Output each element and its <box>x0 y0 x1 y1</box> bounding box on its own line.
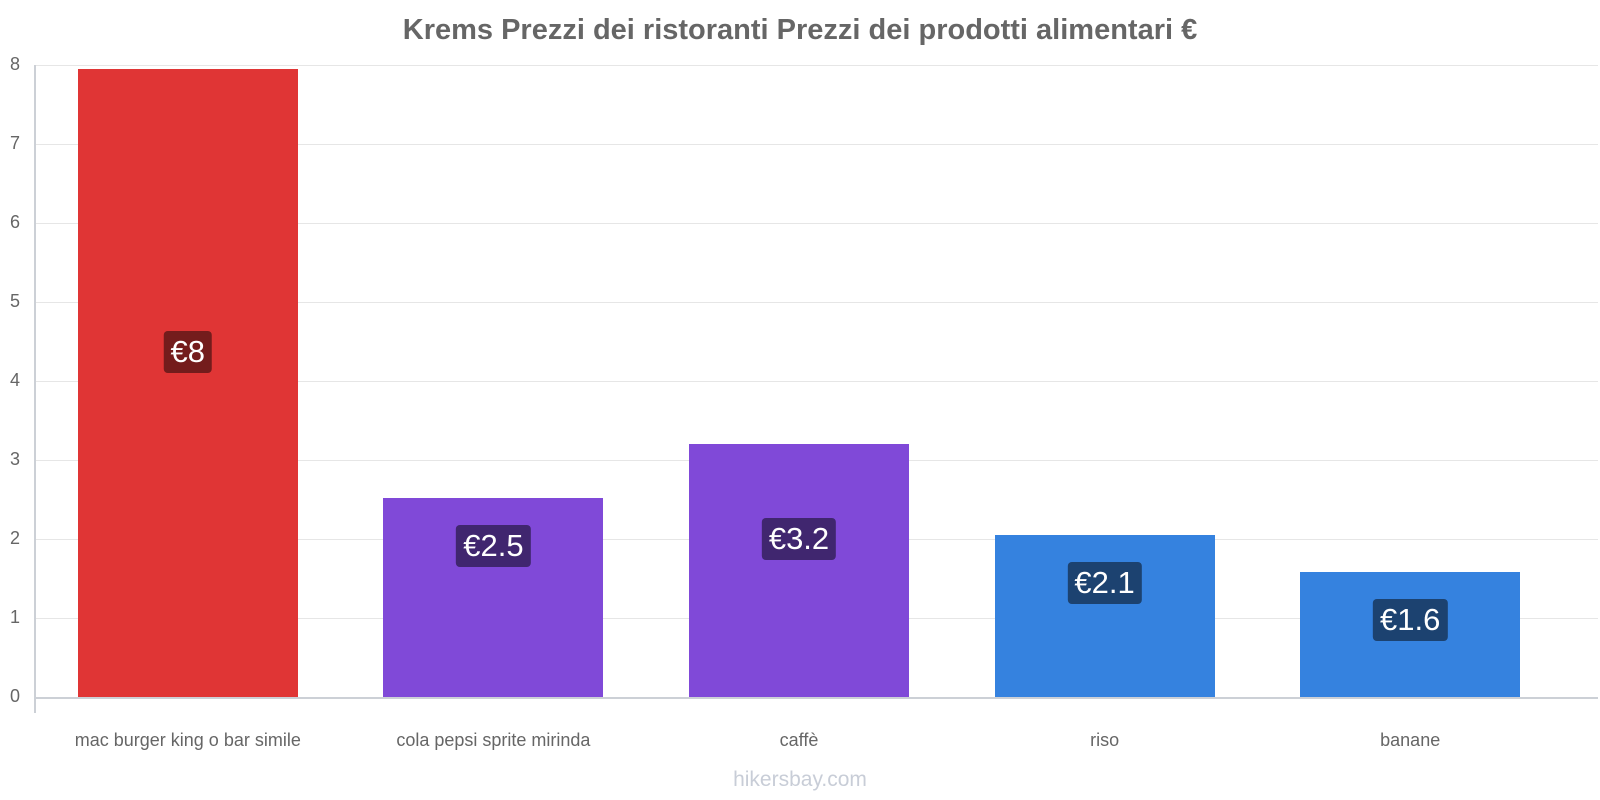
x-tick-label: mac burger king o bar simile <box>74 730 301 750</box>
y-tick-label: 4 <box>9 370 20 390</box>
value-label: €2.1 <box>1067 562 1142 605</box>
value-label: €1.6 <box>1373 599 1448 642</box>
bar[interactable] <box>994 535 1215 697</box>
y-tick-label: 2 <box>9 528 20 548</box>
x-tick-label: riso <box>1090 730 1120 750</box>
x-tick-label: banane <box>1380 730 1441 750</box>
y-tick-label: 0 <box>9 686 20 706</box>
gridline <box>35 302 1598 303</box>
y-tick-label: 8 <box>9 54 20 74</box>
y-tick-label: 6 <box>9 212 20 232</box>
y-tick-label: 7 <box>9 133 20 153</box>
credit-text: hikersbay.com <box>733 768 867 791</box>
y-tick-label: 5 <box>9 291 20 311</box>
bar[interactable] <box>77 68 298 697</box>
value-label: €8 <box>163 330 213 373</box>
value-label: €3.2 <box>761 518 837 561</box>
value-label: €2.5 <box>456 524 531 567</box>
gridline <box>35 144 1598 145</box>
x-tick-label: cola pepsi sprite mirinda <box>396 730 591 750</box>
y-axis-line <box>34 65 36 713</box>
y-tick-label: 3 <box>9 449 20 469</box>
x-tick-label: caffè <box>779 730 819 750</box>
gridline <box>35 223 1598 224</box>
x-axis-line <box>35 697 1598 699</box>
gridline <box>35 381 1598 382</box>
y-tick-label: 1 <box>9 607 20 627</box>
gridline <box>35 65 1598 66</box>
chart-title: Krems Prezzi dei ristoranti Prezzi dei p… <box>402 14 1198 46</box>
bar[interactable] <box>689 444 909 697</box>
